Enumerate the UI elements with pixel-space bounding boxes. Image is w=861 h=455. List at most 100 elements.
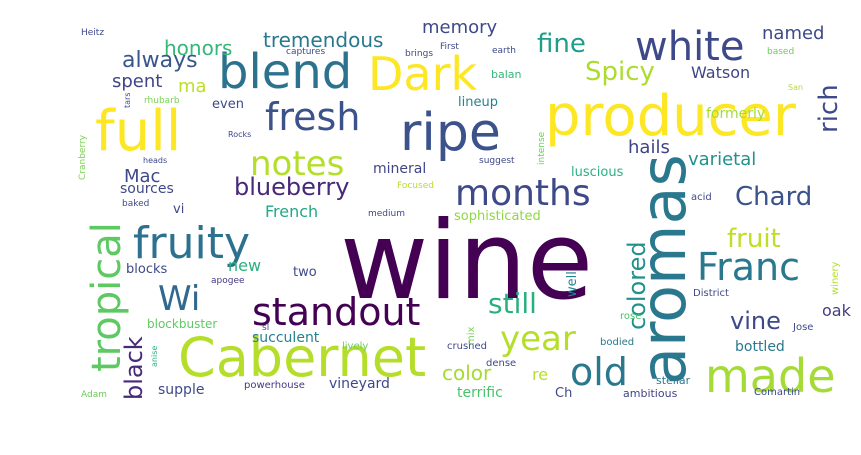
cloud-word-full: full [95,99,181,164]
cloud-word-luscious: luscious [571,165,624,180]
cloud-word-heads: heads [143,156,167,165]
cloud-word-powerhouse: powerhouse [244,380,305,391]
cloud-word-fruity: fruity [133,218,250,269]
cloud-word-always: always [122,48,198,73]
cloud-word-medium: medium [368,209,405,219]
cloud-word-color: color [442,361,492,385]
cloud-word-dark: Dark [368,47,478,101]
cloud-word-watson: Watson [691,63,750,82]
cloud-word-notes: notes [250,144,344,184]
cloud-word-sophisticated: sophisticated [454,209,541,224]
cloud-word-chard: Chard [735,182,812,212]
cloud-word-sources: sources [120,181,174,197]
cloud-word-year: year [500,319,576,359]
cloud-word-vine: vine [730,307,781,335]
cloud-word-made: made [705,349,836,403]
cloud-word-vineyard: vineyard [329,376,390,392]
cloud-word-acid: acid [691,192,712,203]
cloud-word-bodied: bodied [600,337,634,348]
cloud-word-intense: intense [537,131,547,165]
cloud-word-aromas: aromas [627,154,700,385]
cloud-word-stellar: stellar [656,374,691,387]
cloud-word-bottled: bottled [735,339,785,355]
cloud-word-tremendous: tremendous [263,28,383,52]
cloud-word-baked: baked [122,199,149,209]
cloud-word-blueberry: blueberry [234,173,349,201]
cloud-word-ch: Ch [555,386,572,401]
cloud-word-fresh: fresh [265,95,360,139]
cloud-word-based: based [767,47,794,57]
cloud-word-tropical: tropical [84,222,130,372]
cloud-word-formerly: formerly [706,106,765,122]
cloud-word-comartin: Comartin [754,387,800,398]
cloud-word-french: French [265,202,318,221]
cloud-word-oak: oak [822,301,852,320]
cloud-word-months: months [455,173,591,214]
cloud-word-tars: tars [123,93,132,109]
cloud-word-franc: Franc [697,245,800,289]
cloud-word-blend: blend [218,44,352,100]
cloud-word-district: District [693,288,729,299]
cloud-word-captures: captures [286,47,325,57]
cloud-word-black: black [120,336,148,400]
cloud-word-two: two [293,265,317,280]
cloud-word-rose: rose [620,311,641,322]
cloud-word-mineral: mineral [373,161,426,177]
cloud-word-wine: wine [340,199,593,324]
cloud-word-well: well [565,271,580,297]
cloud-word-terrific: terrific [457,385,503,401]
cloud-word-ripe: ripe [400,103,501,163]
cloud-word-mix: mix [466,326,477,345]
cloud-word-blocks: blocks [126,262,167,277]
cloud-word-winery: winery [830,261,841,295]
cloud-word-apogee: apogee [211,276,245,286]
cloud-word-suggest: suggest [479,156,515,166]
cloud-word-crushed: crushed [447,341,487,352]
cloud-word-adam: Adam [81,390,107,400]
cloud-word-anise: anise [150,346,159,367]
cloud-word-fine: fine [537,29,586,59]
cloud-word-old: old [570,350,628,394]
cloud-word-memory: memory [422,17,498,38]
cloud-word-blockbuster: blockbuster [147,317,217,331]
cloud-word-ambitious: ambitious [623,387,678,400]
cloud-word-vi: vi [173,202,184,217]
cloud-word-succulent: succulent [252,330,320,346]
cloud-word-re: re [532,365,548,384]
cloud-word-new: new [228,256,261,275]
cloud-word-producer: producer [545,84,797,149]
cloud-word-san: San [788,83,803,92]
cloud-word-honors: honors [164,36,232,60]
cloud-word-rocks: Rocks [228,130,251,139]
cloud-word-sl: sl [262,323,269,333]
cloud-word-dense: dense [486,358,516,369]
cloud-word-still: still [488,287,537,320]
cloud-word-cranberry: Cranberry [78,134,88,180]
cloud-word-earth: earth [492,46,516,56]
cloud-word-varietal: varietal [688,149,756,170]
cloud-word-lineup: lineup [458,95,498,110]
cloud-word-fruit: fruit [727,224,781,254]
cloud-word-even: even [212,97,244,112]
cloud-word-named: named [762,23,824,44]
cloud-word-colored: colored [623,241,651,330]
cloud-word-lively: lively [342,341,368,352]
cloud-word-focused: Focused [397,181,434,191]
cloud-word-hails: hails [628,137,670,158]
cloud-word-first: First [440,42,459,52]
cloud-word-heitz: Heitz [81,28,104,38]
cloud-word-balan: balan [491,68,522,81]
cloud-word-rich: rich [814,84,844,133]
cloud-word-brings: brings [405,49,433,59]
cloud-word-wi: Wi [158,279,200,319]
cloud-word-white: white [635,24,744,70]
cloud-word-jose: Jose [792,322,813,333]
cloud-word-ma: ma [178,76,207,97]
cloud-word-standout: standout [252,290,420,334]
cloud-word-rhubarb: rhubarb [144,96,180,106]
cloud-word-cabernet: Cabernet [178,326,426,389]
cloud-word-spicy: Spicy [585,57,655,87]
cloud-word-supple: supple [158,382,204,398]
cloud-word-mac: Mac [124,166,160,187]
